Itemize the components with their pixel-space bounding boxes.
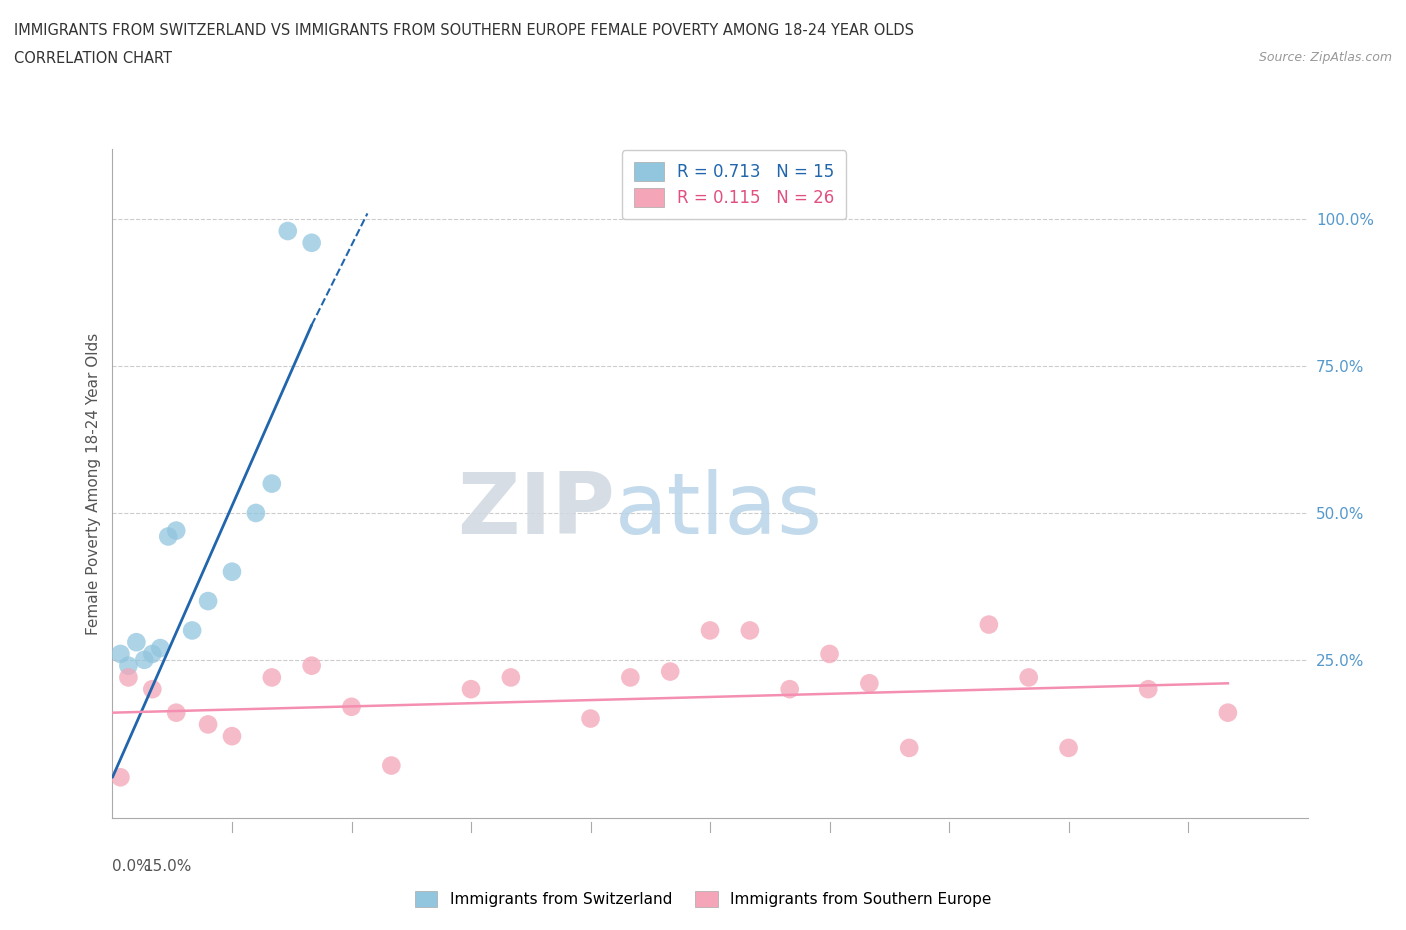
Text: 0.0%: 0.0% (112, 858, 152, 873)
Point (117, 658, 139, 673)
Point (1216, 705, 1239, 720)
Point (301, 235, 323, 250)
Point (134, 652, 156, 667)
Point (245, 506, 267, 521)
Point (125, 635, 148, 650)
Point (260, 476, 283, 491)
Point (858, 676, 880, 691)
Legend: R = 0.713   N = 15, R = 0.115   N = 26: R = 0.713 N = 15, R = 0.115 N = 26 (621, 151, 846, 219)
Point (699, 623, 721, 638)
Point (301, 658, 323, 673)
Point (340, 699, 363, 714)
Text: IMMIGRANTS FROM SWITZERLAND VS IMMIGRANTS FROM SOUTHERN EUROPE FEMALE POVERTY AM: IMMIGRANTS FROM SWITZERLAND VS IMMIGRANT… (14, 23, 914, 38)
Point (117, 670, 139, 684)
Point (110, 646, 132, 661)
Text: 15.0%: 15.0% (143, 858, 193, 873)
Point (460, 682, 482, 697)
Point (738, 623, 761, 638)
Point (818, 646, 841, 661)
Point (197, 593, 219, 608)
Point (659, 664, 682, 679)
Point (197, 717, 219, 732)
Point (141, 646, 163, 661)
Point (165, 524, 187, 538)
Point (499, 670, 522, 684)
Point (165, 705, 187, 720)
Point (260, 670, 283, 684)
Point (898, 740, 921, 755)
Point (977, 618, 1000, 632)
Point (277, 223, 299, 238)
Point (779, 682, 801, 697)
Point (141, 682, 163, 697)
Point (380, 758, 402, 773)
Point (579, 711, 602, 726)
Point (1057, 740, 1080, 755)
Point (1137, 682, 1160, 697)
Point (1018, 670, 1040, 684)
Text: CORRELATION CHART: CORRELATION CHART (14, 51, 172, 66)
Legend: Immigrants from Switzerland, Immigrants from Southern Europe: Immigrants from Switzerland, Immigrants … (408, 884, 998, 913)
Point (157, 529, 180, 544)
Point (221, 565, 243, 579)
Point (149, 641, 172, 656)
Text: atlas: atlas (614, 469, 823, 551)
Text: ZIP: ZIP (457, 469, 614, 551)
Y-axis label: Female Poverty Among 18-24 Year Olds: Female Poverty Among 18-24 Year Olds (86, 333, 101, 635)
Text: Source: ZipAtlas.com: Source: ZipAtlas.com (1258, 51, 1392, 64)
Point (221, 729, 243, 744)
Point (110, 770, 132, 785)
Point (181, 623, 204, 638)
Point (619, 670, 641, 684)
